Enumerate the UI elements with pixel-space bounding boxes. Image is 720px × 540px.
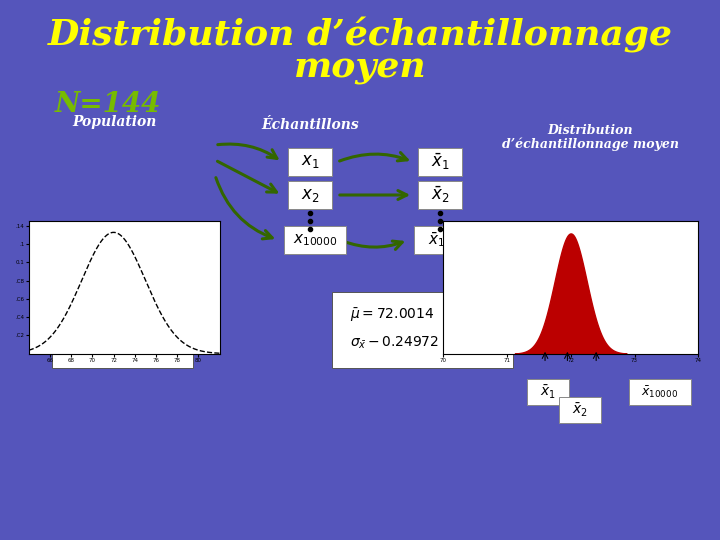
Text: N=144: N=144 — [55, 91, 161, 118]
FancyBboxPatch shape — [559, 397, 601, 423]
Text: $\sigma = 3$: $\sigma = 3$ — [75, 334, 117, 352]
FancyBboxPatch shape — [288, 181, 332, 209]
FancyBboxPatch shape — [418, 148, 462, 176]
FancyBboxPatch shape — [527, 379, 569, 405]
Text: $\bar{x}_2$: $\bar{x}_2$ — [572, 401, 588, 418]
Text: Échantillons: Échantillons — [261, 118, 359, 132]
Text: $\sigma_{\bar{x}} - 0.24972$: $\sigma_{\bar{x}} - 0.24972$ — [350, 335, 439, 351]
FancyBboxPatch shape — [414, 226, 486, 254]
Text: $\bar{x}_1$: $\bar{x}_1$ — [431, 152, 449, 172]
FancyBboxPatch shape — [52, 292, 193, 368]
Text: Distribution d’échantillonnage: Distribution d’échantillonnage — [48, 17, 672, 53]
Text: $\mu = 72$: $\mu = 72$ — [75, 305, 127, 326]
Text: $x_1$: $x_1$ — [301, 153, 320, 171]
FancyBboxPatch shape — [629, 379, 691, 405]
Text: Distribution: Distribution — [547, 124, 633, 137]
Text: $x_2$: $x_2$ — [301, 186, 319, 204]
Text: moyen: moyen — [294, 51, 426, 85]
FancyBboxPatch shape — [284, 226, 346, 254]
FancyBboxPatch shape — [418, 181, 462, 209]
Text: $\bar{x}_{10000}$: $\bar{x}_{10000}$ — [642, 384, 678, 400]
Text: $x_{10000}$: $x_{10000}$ — [292, 232, 338, 248]
Text: Population: Population — [73, 115, 157, 129]
Text: $\bar{x}_{10000}$: $\bar{x}_{10000}$ — [428, 231, 472, 249]
FancyBboxPatch shape — [288, 148, 332, 176]
Text: $\bar{x}_2$: $\bar{x}_2$ — [431, 185, 449, 205]
Text: $\bar{x}_1$: $\bar{x}_1$ — [540, 383, 556, 401]
FancyBboxPatch shape — [332, 292, 513, 368]
Text: d’échantillonnage moyen: d’échantillonnage moyen — [502, 137, 678, 151]
Text: $\bar{\mu} = 72.0014$: $\bar{\mu} = 72.0014$ — [350, 306, 435, 324]
